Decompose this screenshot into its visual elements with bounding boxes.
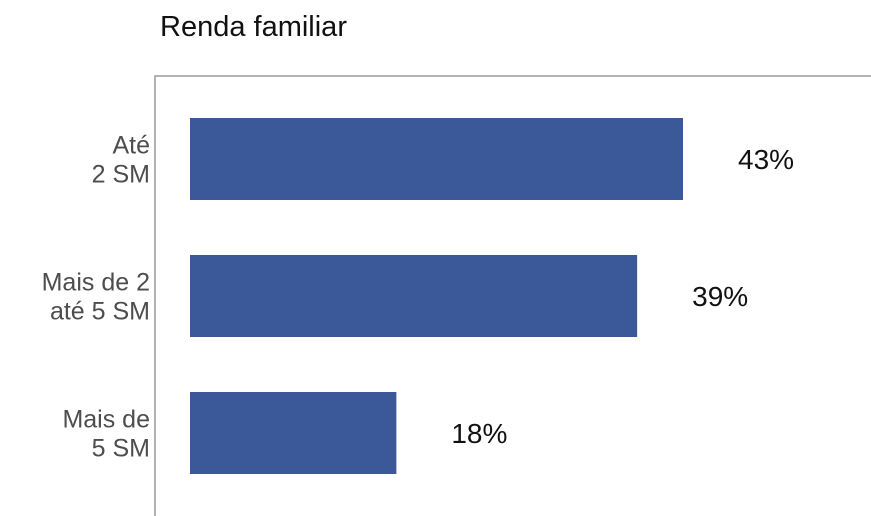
category-label-2-line-0: Mais de — [62, 406, 150, 434]
category-label-1-line-1: até 5 SM — [50, 298, 150, 326]
bar-2 — [190, 392, 397, 474]
bar-1 — [190, 255, 638, 337]
category-label-1-line-0: Mais de 2 — [42, 269, 150, 297]
value-label-2: 18% — [451, 418, 507, 449]
chart-title: Renda familiar — [160, 11, 347, 43]
value-label-1: 39% — [692, 281, 748, 312]
category-label-0-line-1: 2 SM — [92, 161, 150, 189]
plot-frame — [154, 75, 871, 516]
value-label-0: 43% — [738, 144, 794, 175]
category-label-2-line-1: 5 SM — [92, 435, 150, 463]
bars-layer — [190, 118, 683, 474]
category-label-0-line-0: Até — [112, 132, 150, 160]
bar-0 — [190, 118, 683, 200]
